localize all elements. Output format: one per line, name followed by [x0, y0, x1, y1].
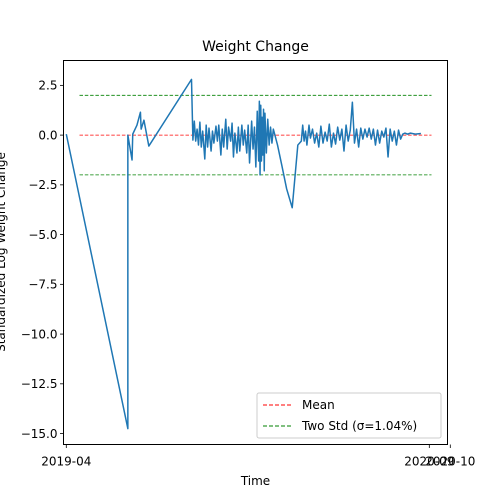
y-tick-label: −12.5 — [21, 377, 58, 391]
legend-label-two-std: Two Std (σ=1.04%) — [301, 419, 417, 433]
y-tick-label: −2.5 — [28, 178, 57, 192]
y-tick-label: 0.0 — [38, 128, 57, 142]
weight-change-series-line — [65, 78, 422, 430]
y-tick-label: 2.5 — [38, 79, 57, 93]
x-axis-title: Time — [240, 474, 270, 488]
y-tick-label: −10.0 — [21, 327, 58, 341]
y-axis: 2.5 0.0 −2.5 −5.0 −7.5 −10.0 −12.5 −15.0 — [21, 79, 64, 441]
y-tick-label: −7.5 — [28, 278, 57, 292]
chart-title: Weight Change — [202, 39, 309, 55]
plot-frame — [63, 60, 448, 445]
x-tick-label: 2019-04 — [41, 455, 91, 469]
x-tick-label: 2020-10 — [425, 455, 475, 469]
legend: Mean Two Std (σ=1.04%) — [256, 392, 442, 439]
y-tick-label: −15.0 — [21, 427, 58, 441]
y-axis-title: Standardized Log Weight Change — [0, 152, 8, 352]
legend-label-mean: Mean — [302, 398, 335, 412]
y-tick-label: −5.0 — [28, 228, 57, 242]
x-tick-label: 2020-09 — [404, 455, 454, 469]
plot-layer — [65, 78, 432, 430]
legend-frame — [256, 392, 442, 439]
